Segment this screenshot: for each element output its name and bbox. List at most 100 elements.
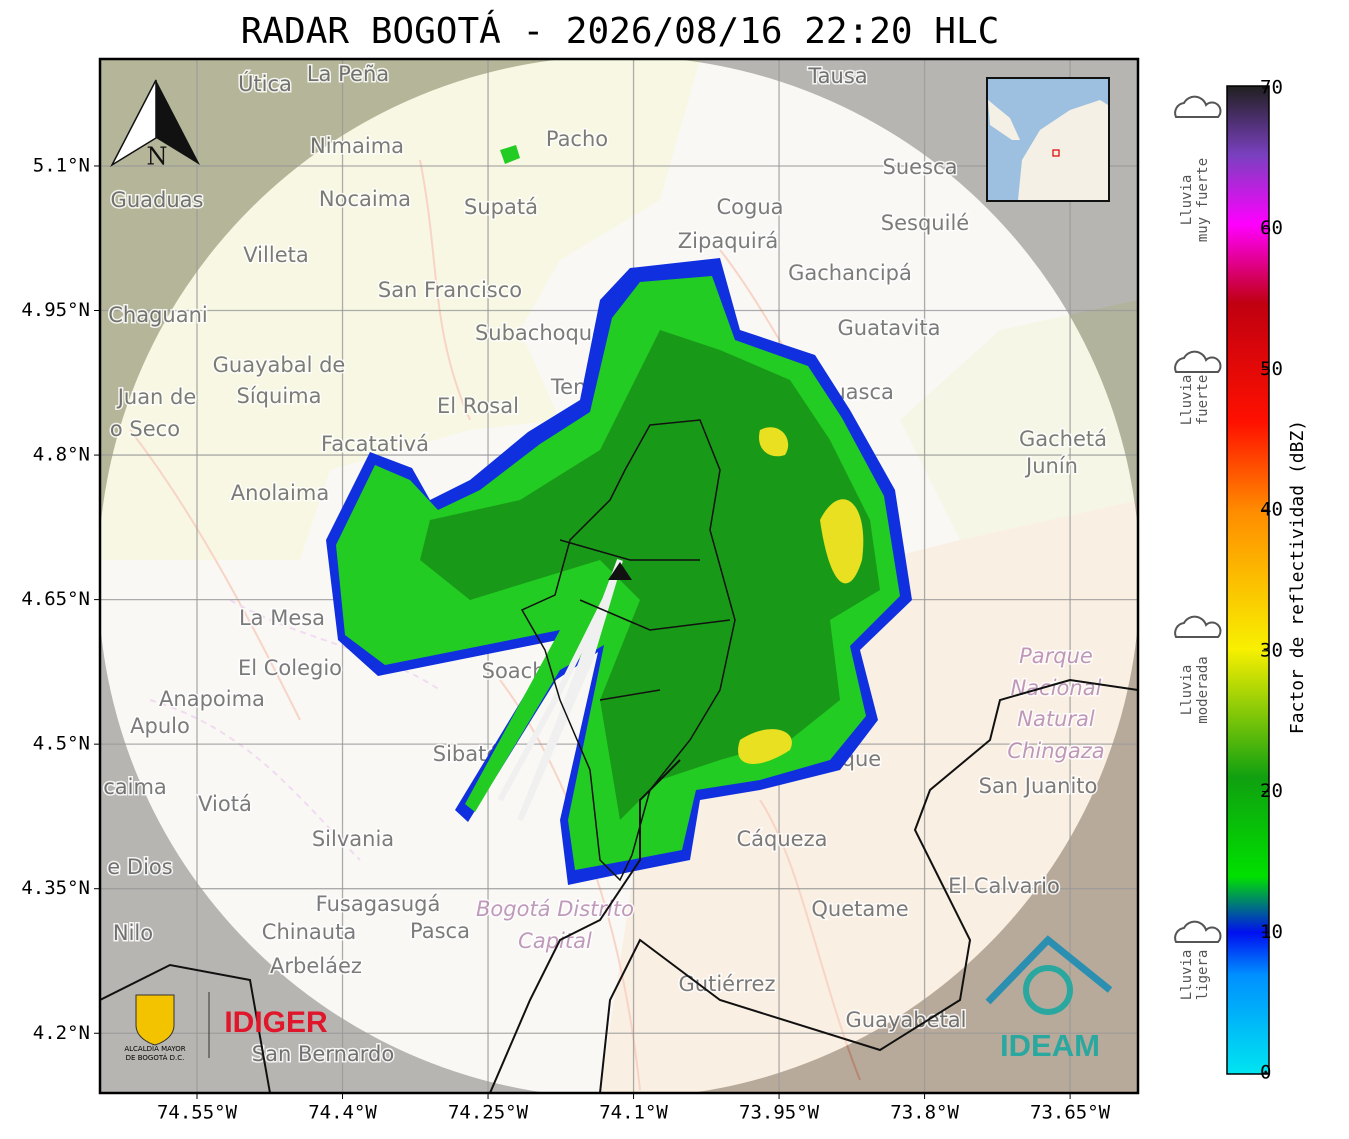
place-label: Guatavita (838, 316, 941, 340)
area-label: Parque (1019, 644, 1093, 668)
place-label: El Colegio (238, 656, 342, 680)
area-label: Chingaza (1007, 739, 1104, 763)
ideam-roof (985, 935, 1113, 1005)
rain-category-label: Lluvia (1179, 375, 1195, 426)
north-arrow: N (110, 79, 200, 171)
colorbar-label: Factor de reflectividad (dBZ) (1287, 420, 1308, 734)
city-shield (135, 994, 175, 1046)
place-label: Viotá (198, 792, 252, 816)
title: RADAR BOGOTÁ - 2026/08/16 22:20 HLC (241, 10, 1000, 52)
colorbar-tick-label: 10 (1260, 921, 1283, 943)
axes: 74.55°W 74.4°W 74.25°W 74.1°W 73.95°W 73.8°W 7… (21, 154, 1110, 1123)
city-logo: ALCALDÍA MAYOR DE BOGOTÁ D.C. IDIGER (124, 992, 328, 1062)
colorbar (1226, 85, 1270, 1075)
colorbar-tick-label: 30 (1260, 639, 1283, 661)
place-label: Chaguani (108, 303, 208, 327)
colorbar-tick-label: 0 (1260, 1062, 1271, 1084)
place-label: Nimaima (310, 134, 404, 158)
x-tick-label: 74.4°W (308, 1102, 377, 1124)
weather-icon (1174, 350, 1222, 373)
y-tick-label: 4.35°N (21, 877, 90, 899)
place-label: Anapoima (159, 687, 265, 711)
place-label: Quetame (811, 897, 908, 921)
north-arrow-right (156, 80, 200, 165)
place-label: Pasca (410, 919, 470, 943)
place-label: Apulo (130, 714, 190, 738)
place-label: Supatá (464, 195, 538, 219)
place-label: Guaduas (111, 188, 204, 212)
place-label: Nocaima (319, 187, 411, 211)
place-label: La Mesa (239, 606, 325, 630)
colorbar-tick-label: 70 (1260, 77, 1283, 99)
place-label: Guayabal de (213, 353, 346, 377)
y-tick-label: 4.65°N (21, 588, 90, 610)
place-label: El Rosal (437, 394, 519, 418)
y-tick-label: 4.2°N (33, 1022, 90, 1044)
idiger-logo: IDIGER (224, 1006, 328, 1039)
rain-category-label: ligera (1195, 950, 1211, 1001)
place-label: San Bernardo (252, 1042, 394, 1066)
place-label: Anolaima (231, 481, 329, 505)
weather-icon (1174, 920, 1222, 943)
rain-category-label: Lluvia (1179, 175, 1195, 226)
colorbar-tick-label: 20 (1260, 780, 1283, 802)
place-label: Zipaquirá (678, 229, 778, 253)
place-label: o Seco (110, 417, 180, 441)
inset-marker (1052, 149, 1060, 157)
place-label: Chinauta (262, 920, 356, 944)
colorbar-tick-label: 40 (1260, 499, 1283, 521)
place-label: San Juanito (979, 774, 1098, 798)
place-label: Juan de (116, 385, 197, 409)
place-label: Subachoque (475, 321, 605, 345)
colorbar-tick-label: 60 (1260, 217, 1283, 239)
ideam-label: IDEAM (1000, 1028, 1100, 1063)
place-label: Cogua (716, 195, 783, 219)
rain-category: Lluvia muy fuerte (1179, 158, 1211, 242)
map-frame (98, 57, 1140, 1095)
place-label: Silvania (312, 827, 394, 851)
area-label: Nacional (1011, 676, 1102, 700)
place-label: Pacho (546, 127, 608, 151)
x-tick-label: 73.95°W (739, 1102, 820, 1124)
place-label: Gutiérrez (679, 972, 776, 996)
place-label: Cáqueza (737, 827, 828, 851)
x-tick-label: 74.1°W (599, 1102, 668, 1124)
rain-category: Lluvia moderada (1179, 656, 1211, 723)
place-label: San Francisco (378, 278, 522, 302)
echo-heavy (738, 427, 864, 764)
place-label: Síquima (237, 384, 322, 408)
area-label: Natural (1017, 707, 1095, 731)
y-tick-label: 4.95°N (21, 299, 90, 321)
place-label: Nilo (113, 921, 153, 945)
x-tick-label: 74.25°W (448, 1102, 529, 1124)
place-label: Gachetá (1019, 427, 1107, 451)
colorbar-tick-label: 50 (1260, 358, 1283, 380)
place-label: Suesca (883, 155, 958, 179)
beam-blockage (497, 558, 623, 822)
rain-category-label: Lluvia (1179, 950, 1195, 1001)
radar-site (608, 562, 632, 580)
place-label: Villeta (243, 243, 308, 267)
place-label: El Calvario (948, 874, 1060, 898)
x-tick-label: 73.8°W (890, 1102, 959, 1124)
place-label: Fusagasugá (316, 892, 441, 916)
x-tick-label: 74.55°W (157, 1102, 238, 1124)
rain-category-label: fuerte (1195, 375, 1211, 426)
place-label: Gachancipá (788, 261, 912, 285)
rain-category-label: Lluvia (1179, 665, 1195, 716)
district-boundary (520, 419, 736, 882)
city-name: DE BOGOTÁ D.C. (126, 1053, 185, 1062)
weather-icon (1174, 95, 1222, 118)
x-tick-label: 73.65°W (1030, 1102, 1111, 1124)
place-label: e Dios (107, 855, 172, 879)
echo-strong (420, 330, 880, 820)
place-label: Facatativá (321, 432, 429, 456)
place-label: Tausa (807, 64, 867, 88)
ideam-logo: IDEAM (985, 935, 1113, 1063)
place-label: La Peña (307, 62, 389, 86)
rain-category-label: muy fuerte (1195, 158, 1211, 242)
place-labels: Útica La Peña Tausa Pacho Nimaima Guaduas Noca… (102, 61, 1109, 1068)
place-label: caima (103, 775, 167, 799)
map-area: Útica La Peña Tausa Pacho Nimaima Guaduas Noca… (100, 59, 1138, 1093)
